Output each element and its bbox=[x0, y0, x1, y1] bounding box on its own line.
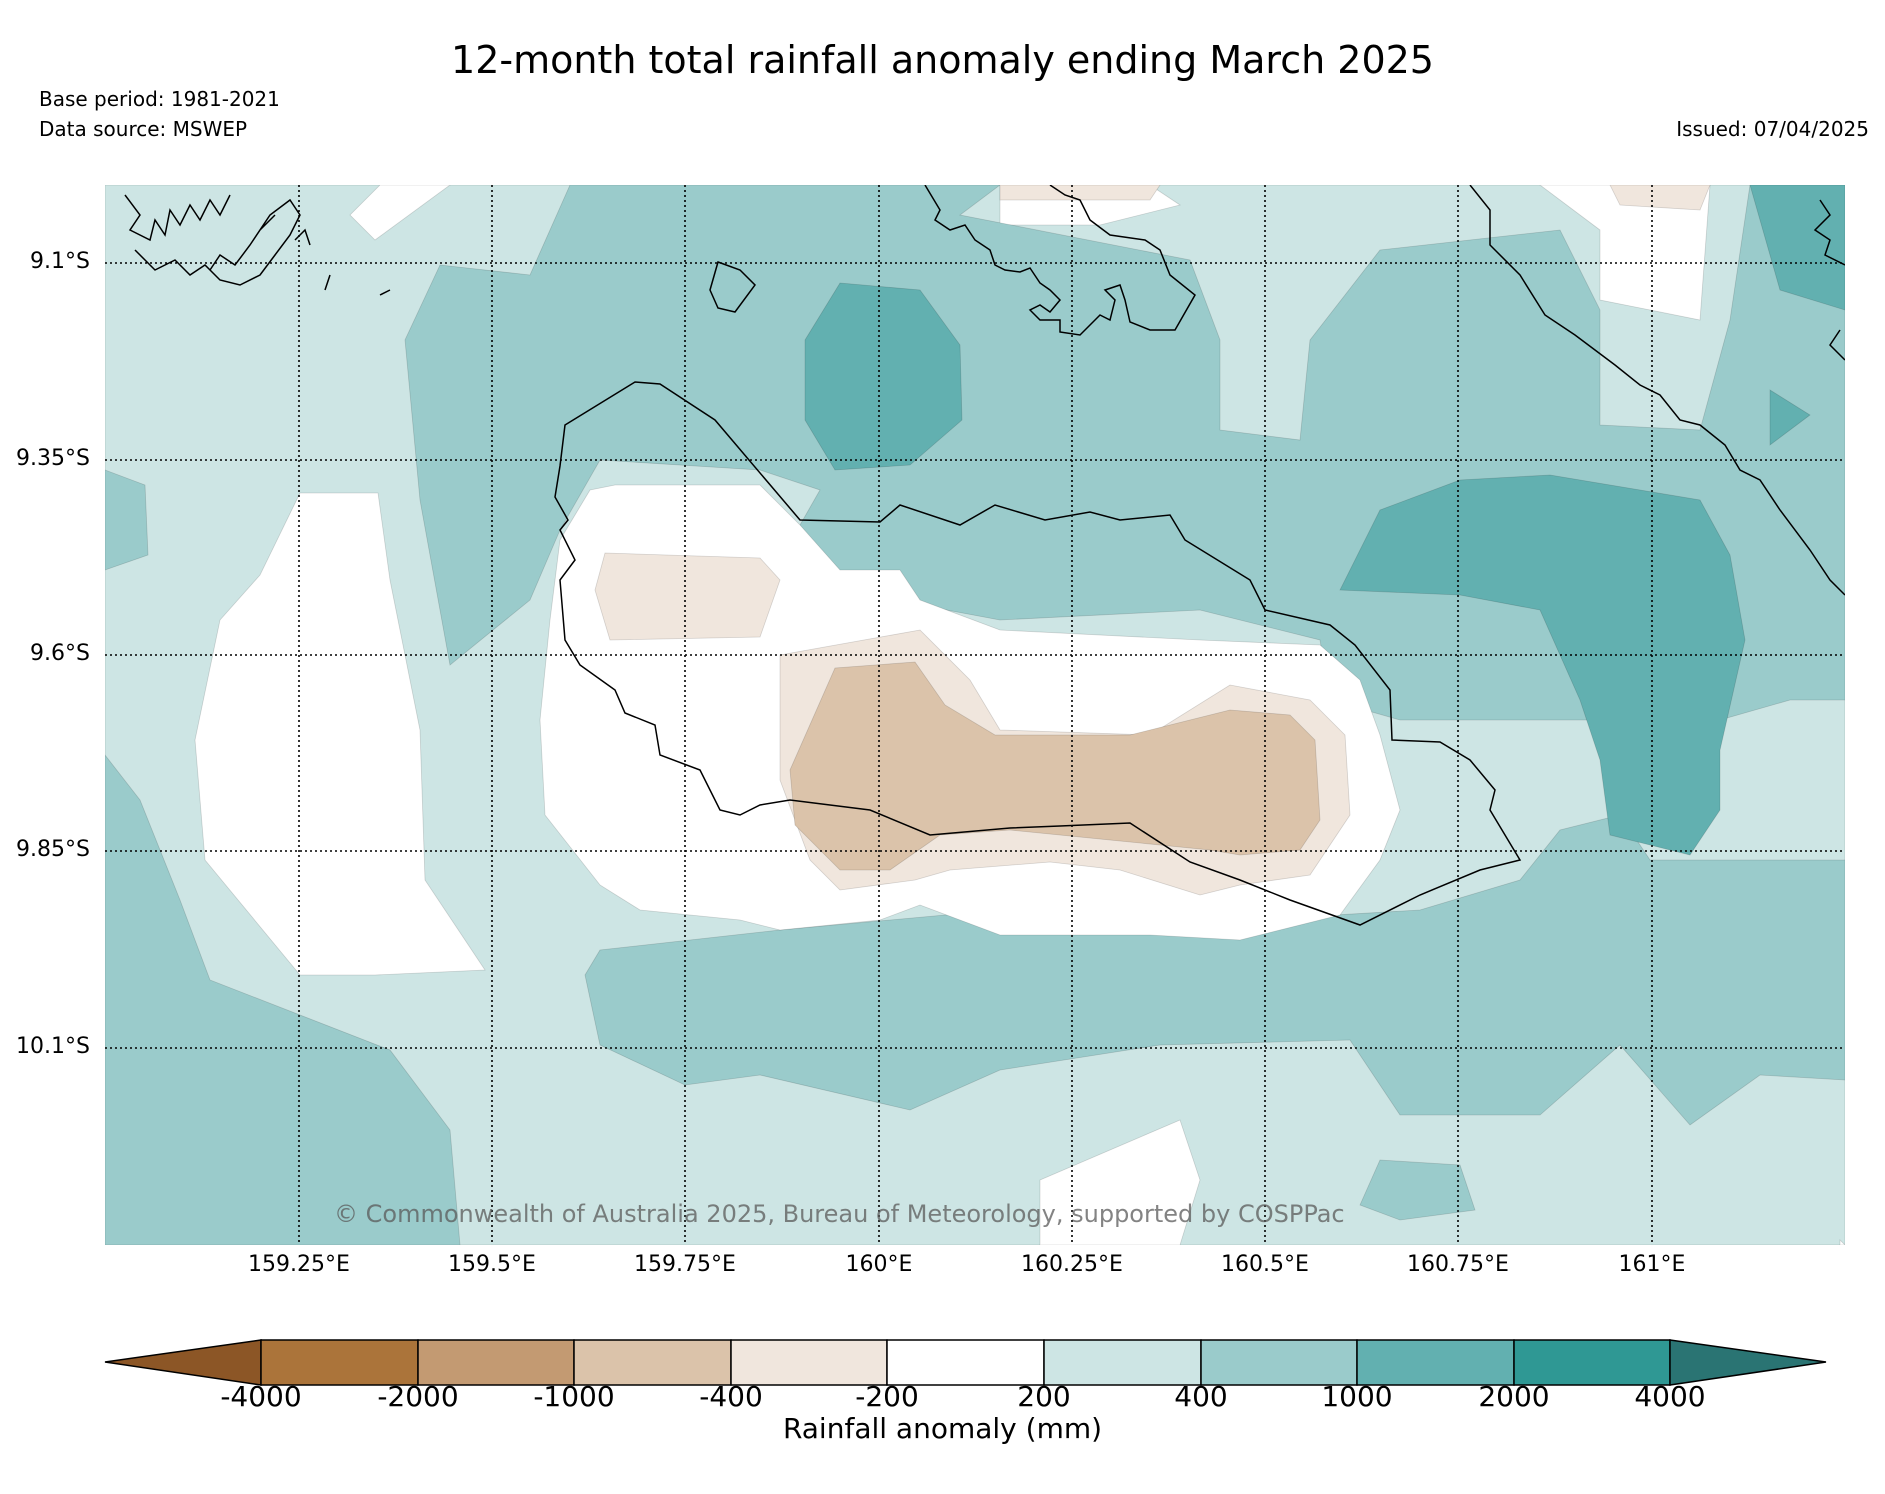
lon-label-159.5: 159.5°E bbox=[448, 1252, 536, 1277]
graticule bbox=[105, 185, 1845, 1245]
issued-date-label: Issued: 07/04/2025 bbox=[1676, 117, 1869, 141]
lat-label-9.85: 9.85°S bbox=[16, 837, 90, 862]
contour-near-normal-se bbox=[1839, 1239, 1845, 1245]
coastline-small-isle bbox=[709, 261, 756, 313]
contour-near-normal-west bbox=[194, 492, 486, 976]
colorbar-swatch-7 bbox=[1200, 1339, 1358, 1386]
colorbar-tick-3: -400 bbox=[699, 1380, 763, 1413]
lon-label-160.5: 160.5°E bbox=[1221, 1252, 1309, 1277]
coastline-nw-islands bbox=[124, 194, 391, 296]
contour-neg-400-1000-main bbox=[789, 661, 1321, 871]
contour-neg-200-400-ne-strip bbox=[1609, 185, 1711, 211]
colorbar-tick-5: 200 bbox=[1017, 1380, 1071, 1413]
contour-1000-2000-ne bbox=[1749, 185, 1845, 311]
contour-1000-2000-east bbox=[1339, 474, 1746, 856]
colorbar-tick-2: -1000 bbox=[533, 1380, 615, 1413]
colorbar-tick-6: 400 bbox=[1174, 1380, 1228, 1413]
data-source-label: Data source: MSWEP bbox=[39, 117, 248, 141]
colorbar-tick-8: 2000 bbox=[1478, 1380, 1550, 1413]
colorbar-extend-high bbox=[1669, 1339, 1827, 1386]
coastlines bbox=[124, 185, 1845, 926]
colorbar-swatch-9 bbox=[1513, 1339, 1671, 1386]
lon-label-159.25: 159.25°E bbox=[248, 1252, 350, 1277]
lat-label-10.1: 10.1°S bbox=[16, 1034, 90, 1059]
contour-near-normal-top bbox=[349, 185, 451, 241]
lon-label-160: 160°E bbox=[845, 1252, 913, 1277]
lat-label-9.1: 9.1°S bbox=[30, 249, 90, 274]
contour-near-normal-south bbox=[1039, 1119, 1201, 1245]
coastline-ne-isles bbox=[1813, 199, 1845, 361]
base-period-label: Base period: 1981-2021 bbox=[39, 87, 280, 111]
contour-400-1000-southwest bbox=[105, 754, 461, 1245]
lon-label-161: 161°E bbox=[1618, 1252, 1686, 1277]
coastline-nggela bbox=[924, 185, 1196, 336]
colorbar-swatch-4 bbox=[730, 1339, 888, 1386]
colorbar-swatch-5 bbox=[886, 1339, 1045, 1386]
colorbar-tick-1: -2000 bbox=[377, 1380, 459, 1413]
contour-1000-2000-north-centre bbox=[804, 282, 963, 471]
colorbar-swatch-1 bbox=[260, 1339, 419, 1386]
colorbar-extend-low bbox=[104, 1339, 262, 1386]
colorbar-tick-0: -4000 bbox=[220, 1380, 302, 1413]
coastline-guadalcanal bbox=[554, 381, 1522, 926]
copyright-watermark: © Commonwealth of Australia 2025, Bureau… bbox=[334, 1200, 1345, 1228]
colorbar-swatch-2 bbox=[417, 1339, 575, 1386]
contour-400-1000-small-south bbox=[1359, 1159, 1476, 1221]
lat-label-9.35: 9.35°S bbox=[16, 446, 90, 471]
lon-label-159.75: 159.75°E bbox=[634, 1252, 736, 1277]
colorbar-tick-9: 4000 bbox=[1634, 1380, 1706, 1413]
colorbar-title: Rainfall anomaly (mm) bbox=[782, 1412, 1103, 1445]
lon-label-160.75: 160.75°E bbox=[1407, 1252, 1509, 1277]
contour-neg-200-400-north bbox=[594, 552, 781, 641]
colorbar-tick-7: 1000 bbox=[1321, 1380, 1393, 1413]
contour-neg-200-400-north-strip bbox=[999, 185, 1161, 201]
colorbar bbox=[104, 1339, 1827, 1386]
colorbar-swatch-3 bbox=[573, 1339, 732, 1386]
contour-near-normal-nw-corner bbox=[1539, 185, 1711, 321]
colorbar-tick-4: -200 bbox=[855, 1380, 919, 1413]
lat-label-9.6: 9.6°S bbox=[30, 641, 90, 666]
colorbar-swatch-8 bbox=[1356, 1339, 1515, 1386]
colorbar-swatch-6 bbox=[1043, 1339, 1202, 1386]
contour-1000-2000-ne-small bbox=[1769, 389, 1811, 446]
contour-400-1000-west-edge bbox=[105, 469, 149, 571]
chart-title: 12-month total rainfall anomaly ending M… bbox=[451, 38, 1434, 82]
coastline-malaita bbox=[1469, 185, 1845, 596]
lon-label-160.25: 160.25°E bbox=[1021, 1252, 1123, 1277]
